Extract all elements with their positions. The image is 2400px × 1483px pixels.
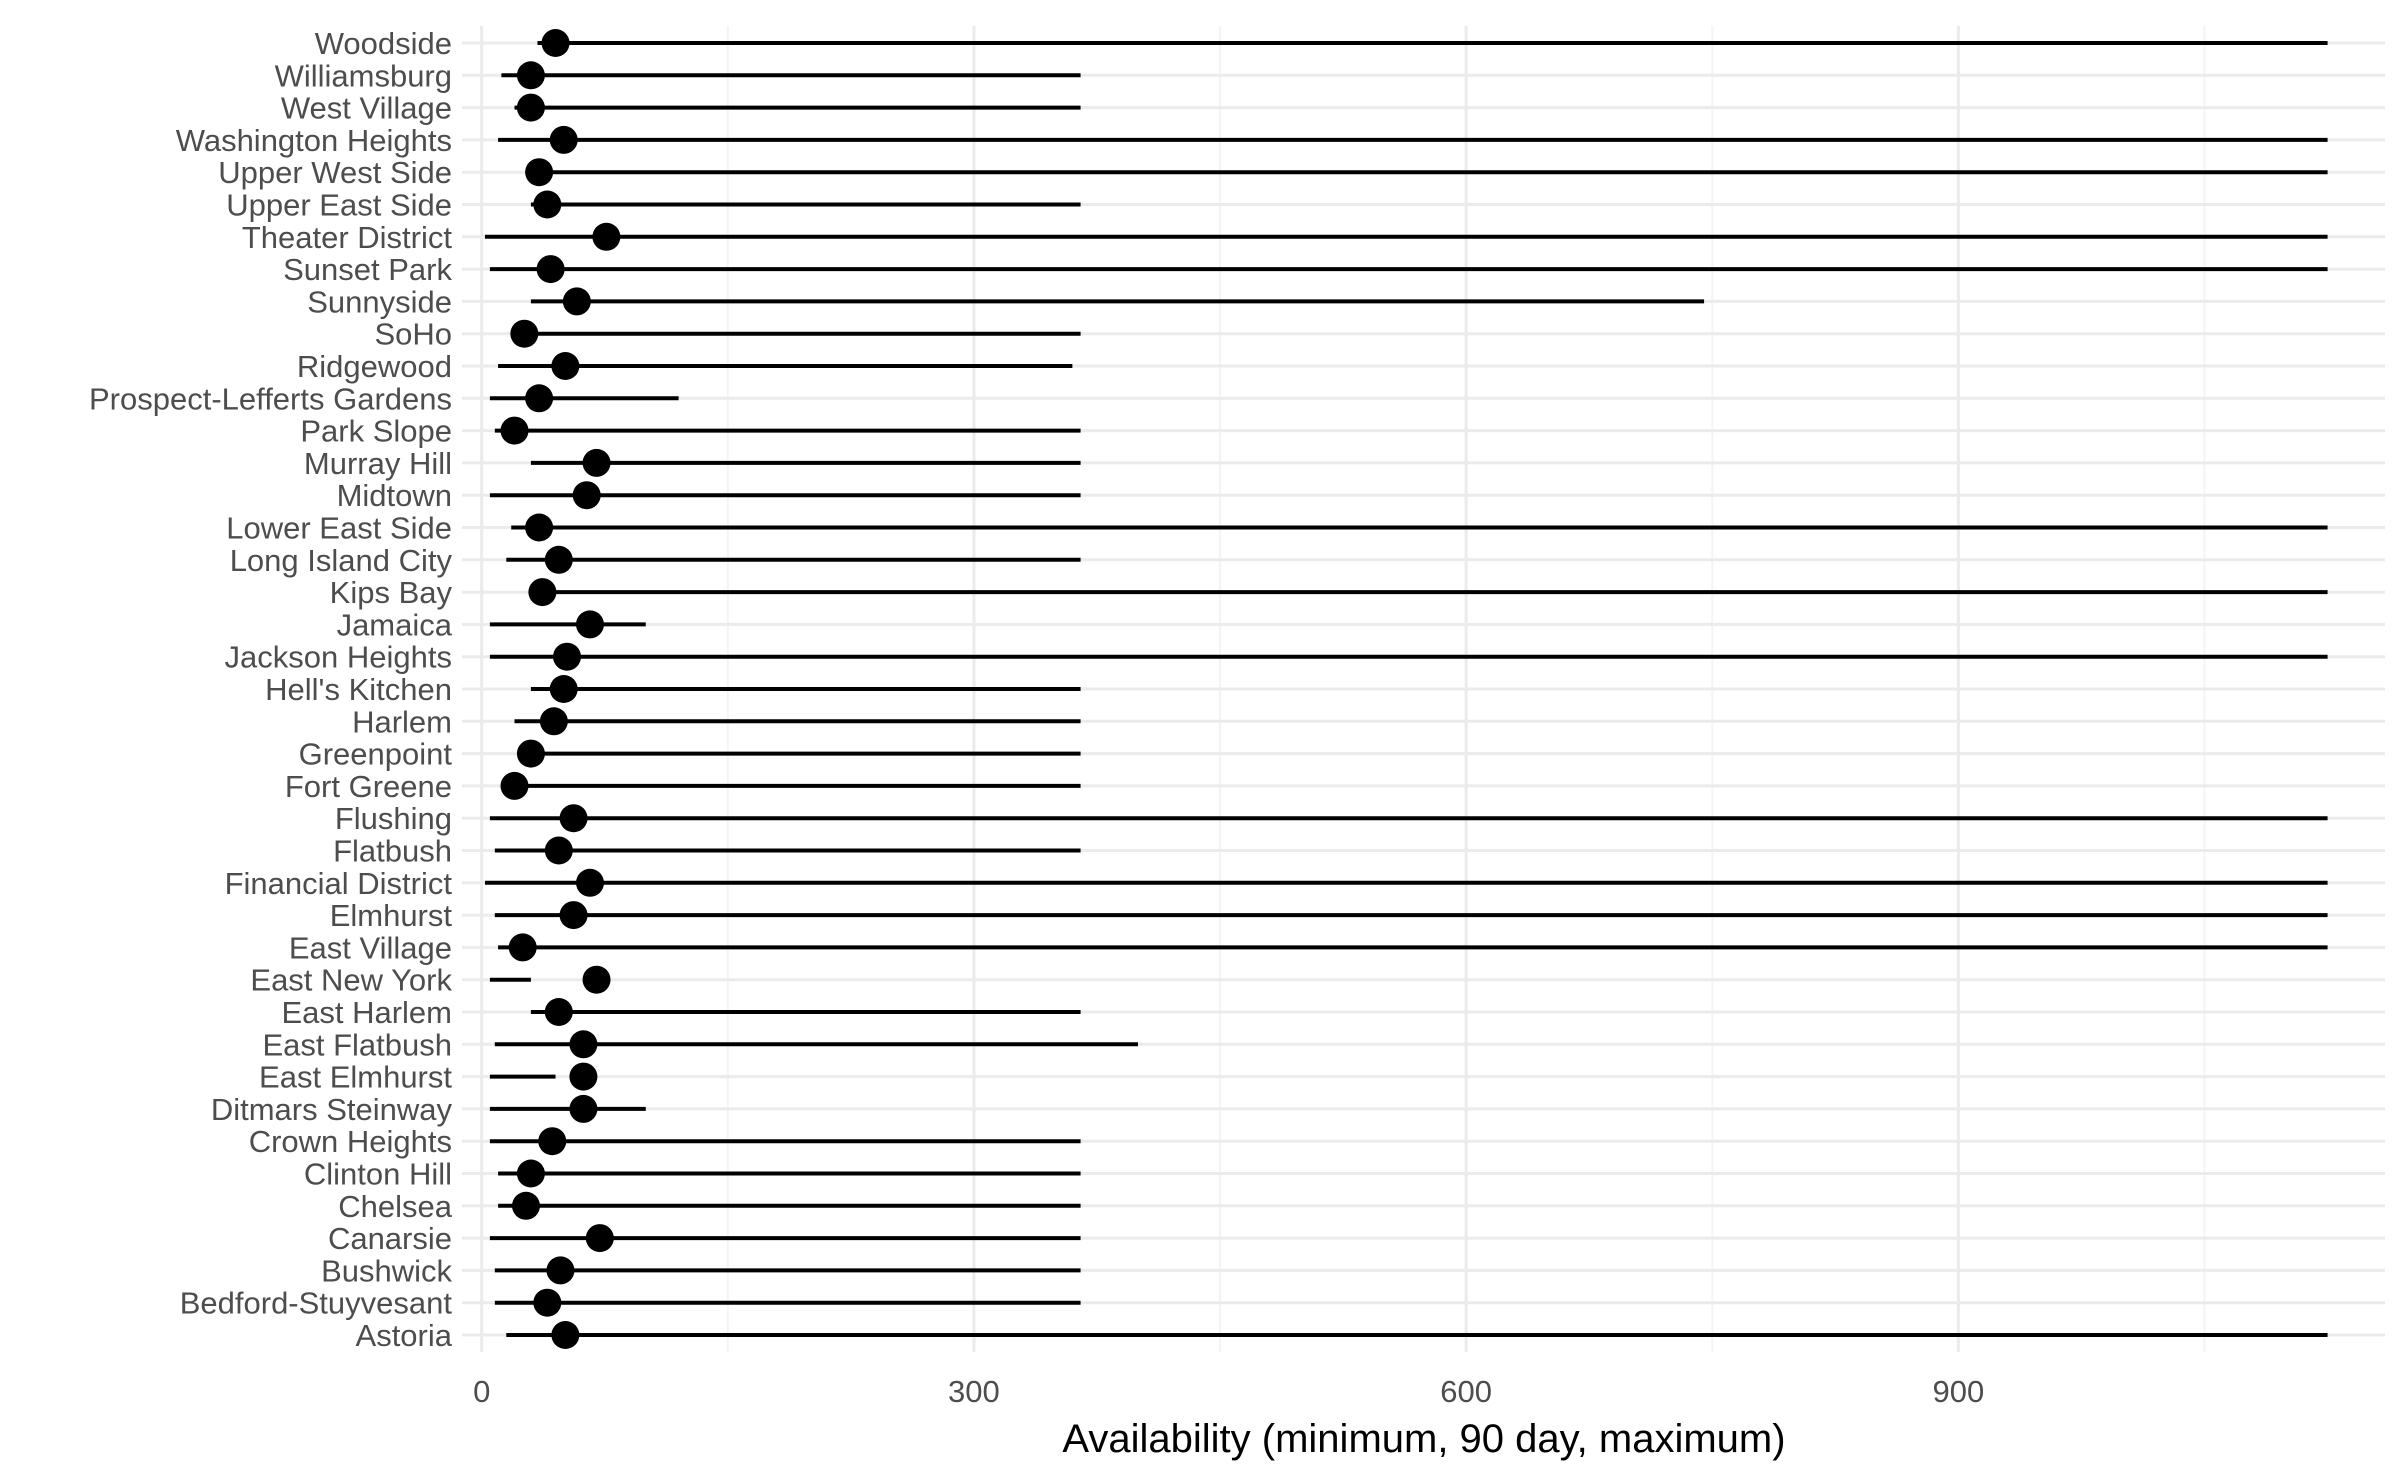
availability-90-point bbox=[525, 158, 554, 187]
y-tick-label: Williamsburg bbox=[275, 58, 452, 93]
y-tick-label: Prospect-Lefferts Gardens bbox=[89, 381, 452, 416]
x-tick-label: 600 bbox=[1440, 1374, 1492, 1409]
availability-90-point bbox=[539, 707, 568, 736]
availability-90-point bbox=[546, 1256, 575, 1285]
x-axis-title: Availability (minimum, 90 day, maximum) bbox=[1062, 1417, 1785, 1461]
availability-90-point bbox=[582, 448, 611, 477]
availability-90-point bbox=[592, 222, 621, 251]
y-tick-label: East Village bbox=[289, 930, 452, 965]
y-tick-label: Ditmars Steinway bbox=[211, 1092, 453, 1127]
y-tick-label: East Elmhurst bbox=[259, 1060, 452, 1095]
y-tick-label: East Flatbush bbox=[262, 1027, 452, 1062]
y-tick-label: Midtown bbox=[337, 478, 452, 513]
y-tick-label: Flushing bbox=[335, 801, 452, 836]
y-tick-label: Hell's Kitchen bbox=[265, 672, 452, 707]
availability-90-point bbox=[551, 1321, 580, 1349]
availability-90-point bbox=[525, 513, 554, 542]
availability-90-point bbox=[516, 93, 545, 122]
y-tick-label: Crown Heights bbox=[249, 1124, 452, 1159]
availability-90-point bbox=[572, 481, 601, 510]
x-tick-labels: 0 300 600 900 bbox=[473, 1374, 1984, 1409]
availability-90-point bbox=[551, 352, 580, 380]
y-tick-label: Fort Greene bbox=[285, 769, 452, 804]
y-tick-label: Flatbush bbox=[333, 834, 452, 869]
availability-90-point bbox=[575, 868, 604, 897]
availability-90-point bbox=[516, 1159, 545, 1188]
availability-90-point bbox=[500, 771, 529, 800]
y-tick-label: Bushwick bbox=[321, 1253, 452, 1288]
availability-90-point bbox=[559, 804, 588, 833]
availability-90-point bbox=[541, 29, 570, 57]
y-tick-label: SoHo bbox=[374, 317, 452, 352]
availability-90-point bbox=[533, 1288, 562, 1317]
x-tick-label: 0 bbox=[473, 1374, 490, 1409]
y-tick-label: Washington Heights bbox=[176, 123, 452, 158]
availability-90-point bbox=[575, 610, 604, 639]
availability-90-point bbox=[569, 1030, 598, 1059]
y-tick-label: Theater District bbox=[242, 220, 453, 255]
y-tick-label: Jamaica bbox=[337, 607, 453, 642]
y-tick-label: East New York bbox=[250, 963, 452, 998]
availability-90-point bbox=[549, 125, 578, 154]
availability-90-point bbox=[544, 836, 573, 865]
y-tick-label: Sunset Park bbox=[283, 252, 452, 287]
availability-90-point bbox=[585, 1224, 614, 1253]
y-tick-label: Jackson Heights bbox=[225, 640, 452, 675]
availability-90-point bbox=[582, 965, 611, 994]
y-tick-label: Chelsea bbox=[338, 1189, 452, 1224]
y-tick-label: Murray Hill bbox=[304, 446, 452, 481]
y-tick-label: Clinton Hill bbox=[304, 1157, 452, 1192]
y-tick-label: Harlem bbox=[352, 704, 452, 739]
y-tick-label: Woodside bbox=[315, 26, 452, 61]
availability-90-point bbox=[510, 319, 539, 348]
y-tick-label: Upper West Side bbox=[218, 155, 452, 190]
availability-90-point bbox=[559, 901, 588, 930]
availability-90-point bbox=[544, 545, 573, 574]
y-tick-label: Financial District bbox=[225, 866, 453, 901]
availability-90-point bbox=[549, 675, 578, 703]
availability-90-point bbox=[528, 578, 557, 607]
availability-90-point bbox=[569, 1062, 598, 1091]
availability-90-point bbox=[562, 287, 591, 316]
availability-90-point bbox=[508, 933, 537, 962]
y-tick-label: Long Island City bbox=[230, 543, 453, 578]
y-tick-label: Canarsie bbox=[328, 1221, 452, 1256]
y-tick-label: Elmhurst bbox=[330, 898, 453, 933]
availability-90-point bbox=[544, 998, 573, 1026]
y-tick-label: Upper East Side bbox=[226, 188, 452, 223]
points bbox=[500, 29, 621, 1349]
x-tick-label: 900 bbox=[1933, 1374, 1985, 1409]
y-tick-label: Lower East Side bbox=[226, 511, 452, 546]
y-tick-label: Kips Bay bbox=[330, 575, 453, 610]
y-tick-label: Astoria bbox=[356, 1318, 453, 1353]
availability-90-point bbox=[500, 416, 529, 445]
availability-90-point bbox=[536, 255, 565, 284]
y-tick-label: Greenpoint bbox=[299, 737, 453, 772]
y-tick-label: Bedford-Stuyvesant bbox=[180, 1286, 453, 1321]
y-tick-label: East Harlem bbox=[281, 995, 452, 1030]
y-tick-label: West Village bbox=[281, 91, 452, 126]
availability-90-point bbox=[516, 739, 545, 768]
availability-90-point bbox=[533, 190, 562, 219]
availability-90-point bbox=[553, 642, 582, 671]
y-tick-label: Ridgewood bbox=[297, 349, 452, 384]
x-tick-label: 300 bbox=[948, 1374, 1000, 1409]
availability-90-point bbox=[538, 1127, 567, 1156]
y-tick-label: Park Slope bbox=[300, 414, 452, 449]
y-tick-label: Sunnyside bbox=[307, 284, 452, 319]
availability-90-point bbox=[525, 384, 554, 413]
availability-90-point bbox=[516, 61, 545, 90]
availability-90-point bbox=[511, 1191, 540, 1220]
range-lines bbox=[484, 41, 2328, 1337]
availability-90-point bbox=[569, 1094, 598, 1123]
